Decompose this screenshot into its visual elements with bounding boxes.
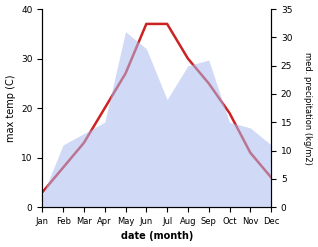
- X-axis label: date (month): date (month): [121, 231, 193, 242]
- Y-axis label: max temp (C): max temp (C): [5, 74, 16, 142]
- Y-axis label: med. precipitation (kg/m2): med. precipitation (kg/m2): [303, 52, 313, 165]
